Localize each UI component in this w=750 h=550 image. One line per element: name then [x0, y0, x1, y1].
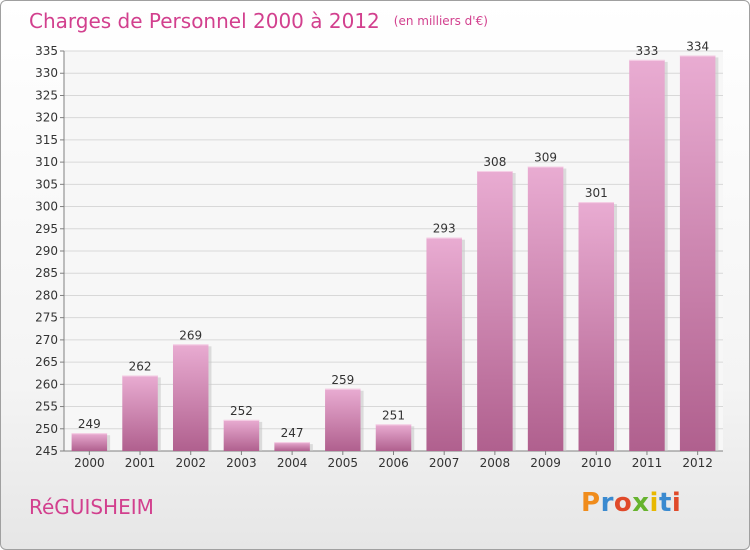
x-tick-label: 2001: [125, 456, 156, 470]
x-tick-label: 2011: [632, 456, 663, 470]
label-layer: 245 250 255 260 265 270 275 280 285 290 295 300 305 3…: [35, 39, 713, 470]
x-tick-label: 2006: [378, 456, 409, 470]
y-tick-label: 295: [35, 222, 58, 236]
x-tick-label: 2005: [328, 456, 359, 470]
x-tick-label: 2002: [175, 456, 206, 470]
chart-title: Charges de Personnel 2000 à 2012: [29, 9, 380, 33]
data-label: 301: [585, 186, 608, 200]
bar: [325, 388, 361, 451]
data-label: 259: [331, 373, 354, 387]
y-tick-label: 270: [35, 333, 58, 347]
bar: [578, 202, 615, 451]
bar: [274, 442, 310, 451]
x-tick-label: 2012: [682, 456, 713, 470]
x-tick-label: 2003: [226, 456, 257, 470]
data-label: 262: [129, 359, 152, 373]
y-tick-label: 325: [35, 88, 58, 102]
y-tick-label: 290: [35, 244, 58, 258]
y-tick-label: 300: [35, 200, 58, 214]
y-tick-label: 335: [35, 44, 58, 58]
bar: [172, 344, 209, 451]
y-tick-label: 310: [35, 155, 58, 169]
data-label: 252: [230, 404, 253, 418]
bar: [477, 171, 513, 451]
x-tick-label: 2004: [277, 456, 308, 470]
data-label: 251: [382, 408, 405, 422]
y-tick-label: 330: [35, 66, 58, 80]
x-tick-label: 2000: [74, 456, 105, 470]
y-tick-label: 260: [35, 377, 58, 391]
data-label: 309: [534, 151, 557, 165]
bar: [223, 419, 260, 451]
data-label: 247: [281, 426, 304, 440]
y-tick-label: 315: [35, 133, 58, 147]
x-tick-label: 2008: [480, 456, 511, 470]
y-tick-label: 320: [35, 111, 58, 125]
bar-layer: [71, 55, 719, 452]
x-tick-label: 2010: [581, 456, 612, 470]
commune-name: RéGUISHEIM: [29, 495, 154, 519]
y-tick-label: 245: [35, 444, 58, 458]
y-tick-label: 285: [35, 266, 58, 280]
bar: [629, 59, 665, 452]
bar: [122, 375, 158, 451]
data-label: 308: [483, 155, 506, 169]
x-tick-label: 2007: [429, 456, 460, 470]
bar: [375, 424, 412, 451]
data-label: 249: [78, 417, 101, 431]
bar: [679, 55, 716, 451]
bar: [71, 433, 108, 451]
chart-subtitle: (en milliers d'€): [393, 14, 488, 28]
data-label: 334: [686, 39, 709, 53]
y-tick-label: 280: [35, 288, 58, 302]
y-tick-label: 305: [35, 177, 58, 191]
y-tick-label: 250: [35, 422, 58, 436]
data-label: 269: [179, 328, 202, 342]
bar: [426, 237, 462, 451]
data-label: 293: [433, 222, 456, 236]
x-tick-label: 2009: [530, 456, 561, 470]
proxiti-logo: Proxiti: [581, 488, 682, 518]
bar-chart: 245 250 255 260 265 270 275 280 285 290 295 300 305 3…: [35, 39, 723, 470]
bar: [527, 166, 564, 452]
y-tick-label: 265: [35, 355, 58, 369]
y-tick-label: 275: [35, 311, 58, 325]
y-tick-label: 255: [35, 400, 58, 414]
data-label: 333: [636, 44, 659, 58]
chart-title-block: Charges de Personnel 2000 à 2012 (en mill…: [29, 7, 488, 35]
